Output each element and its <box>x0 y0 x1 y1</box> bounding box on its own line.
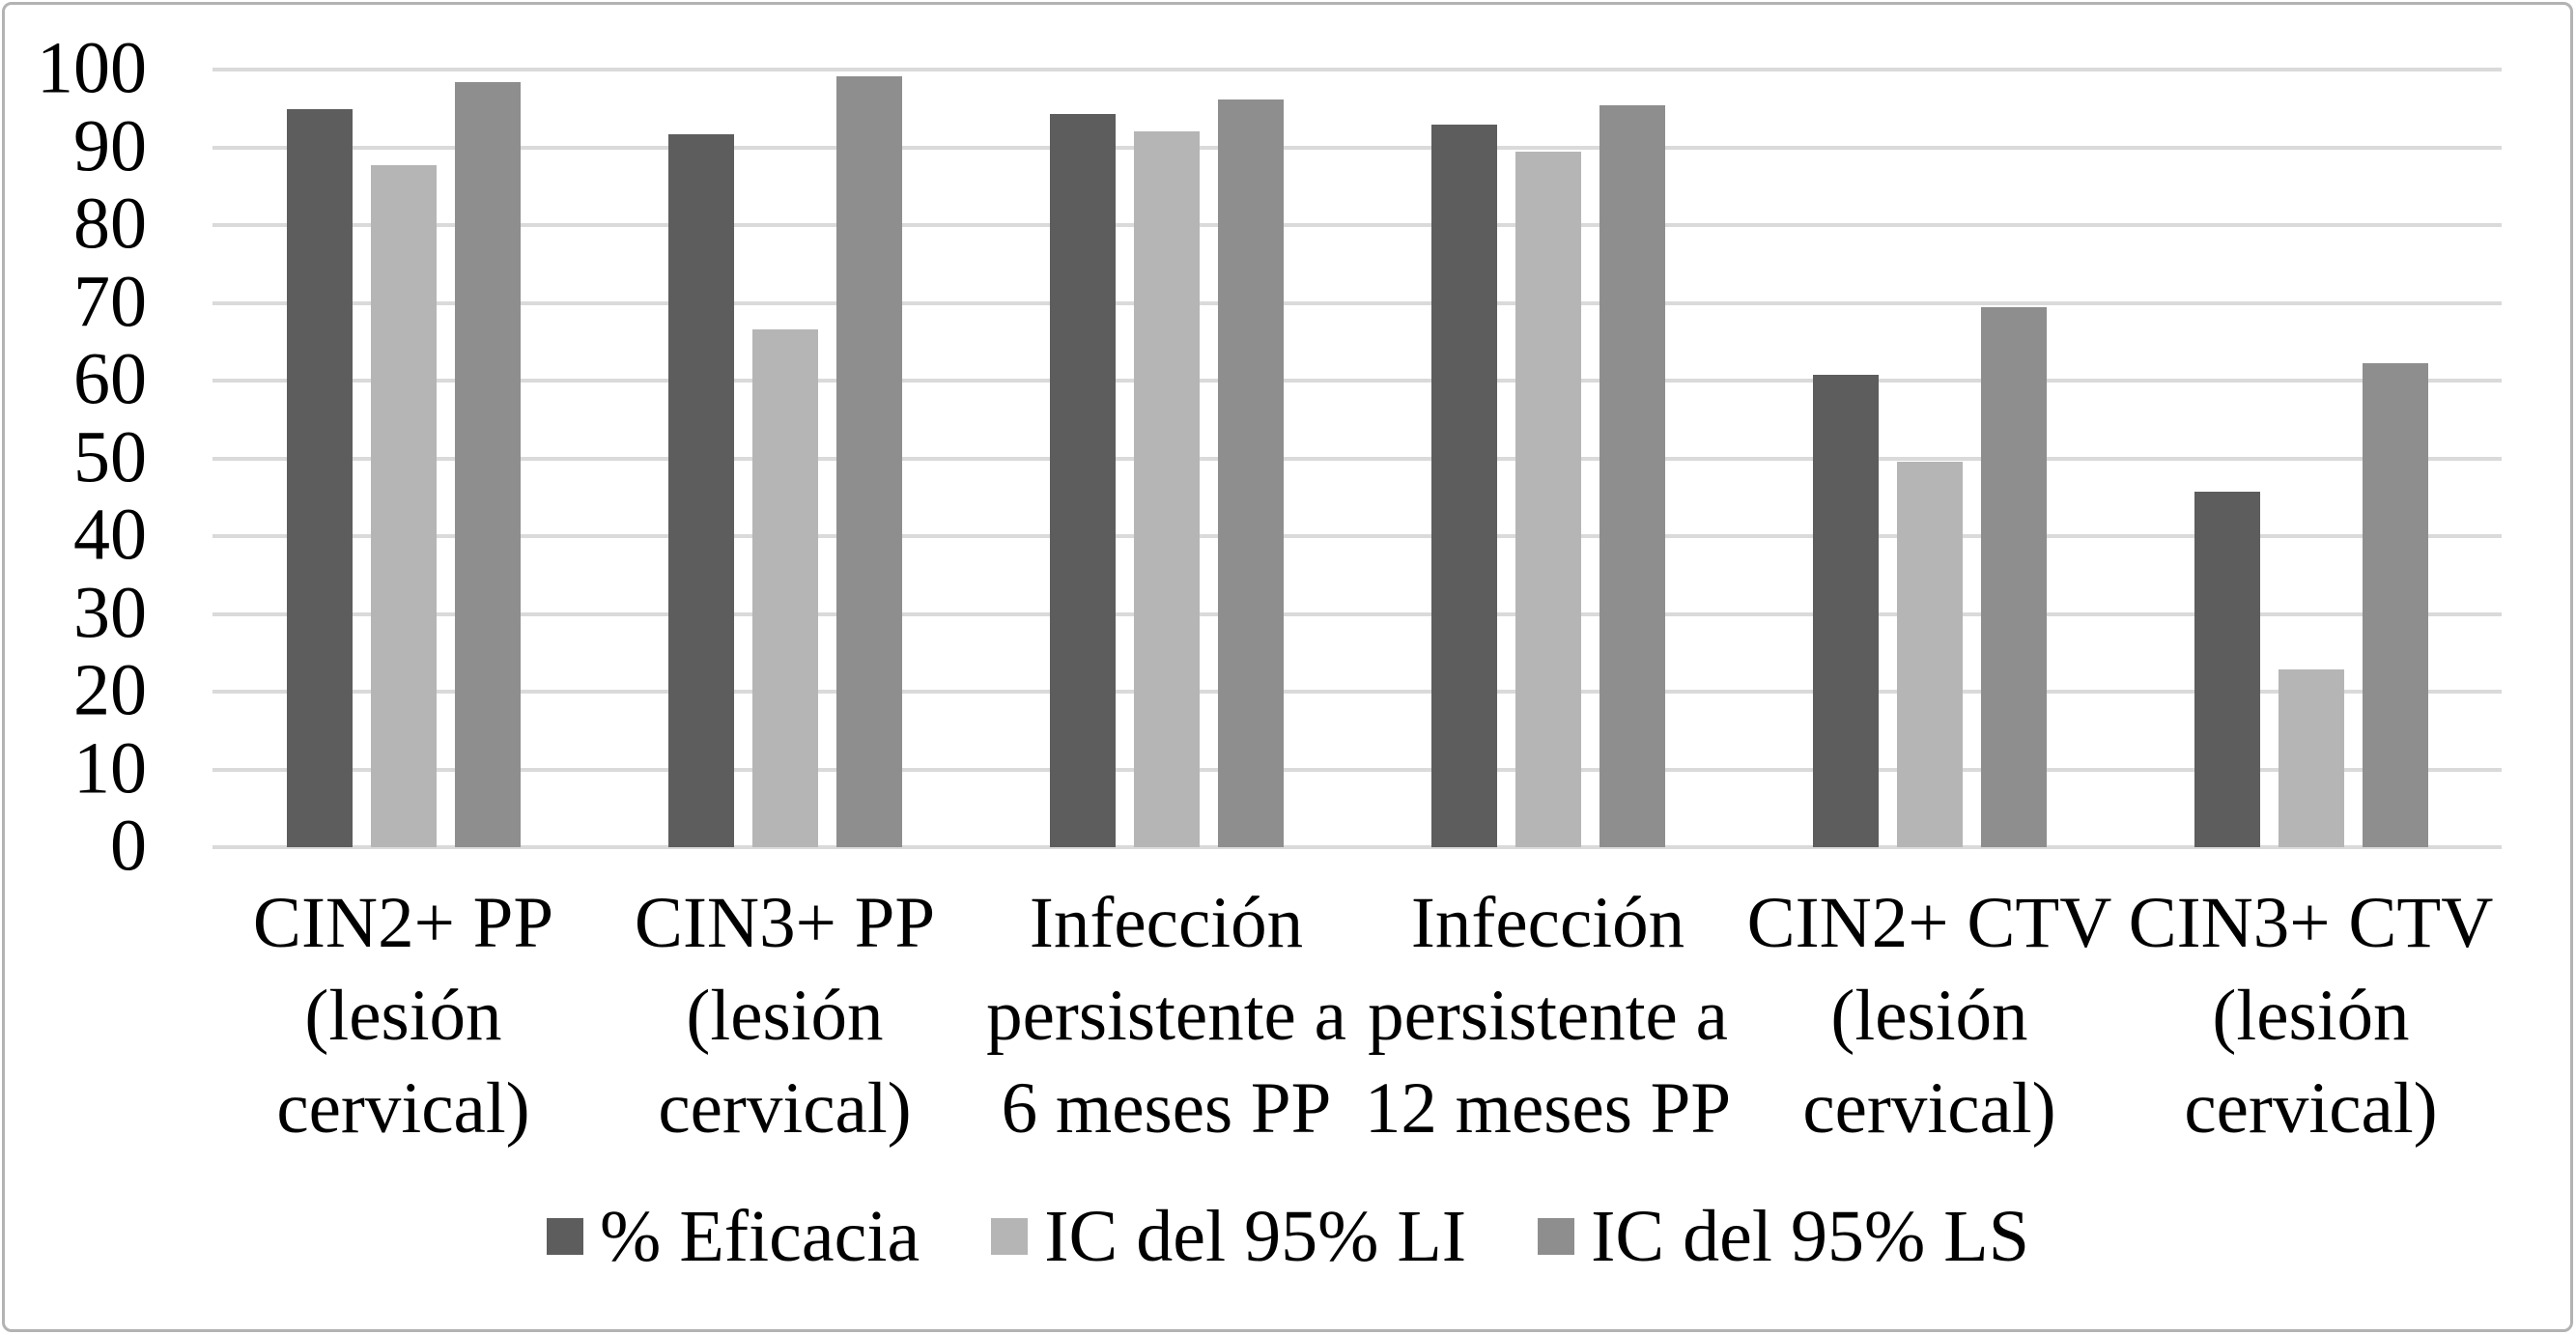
legend: % Eficacia IC del 95% LI IC del 95% LS <box>0 1180 2576 1292</box>
legend-label-3: IC del 95% LS <box>1591 1196 2029 1277</box>
legend-swatch-2 <box>991 1218 1029 1255</box>
bar-group-5 <box>1739 70 2120 847</box>
gridline-y-20 <box>212 690 2502 694</box>
bar-series-2-group-2 <box>751 328 818 847</box>
gridline-y-30 <box>212 611 2502 616</box>
y-tick-label-20: 20 <box>73 649 147 731</box>
bar-series-3-group-6 <box>2362 363 2428 847</box>
y-tick-label-30: 30 <box>73 571 147 653</box>
category-label-4: Infección persistente a 12 meses PP <box>1364 883 1732 1149</box>
y-tick-label-0: 0 <box>110 805 147 887</box>
bar-series-1-group-3 <box>1049 113 1116 847</box>
bar-group-1 <box>212 70 594 847</box>
y-tick-label-10: 10 <box>73 726 147 809</box>
gridline-y-80 <box>212 223 2502 227</box>
bar-series-2-group-1 <box>370 165 437 847</box>
gridline-y-70 <box>212 300 2502 305</box>
category-label-2: CIN3+ PP (lesión cervical) <box>634 883 936 1149</box>
gridline-y-60 <box>212 379 2502 383</box>
category-label-3: Infección persistente a 6 meses PP <box>986 883 1346 1149</box>
bar-group-2 <box>594 70 976 847</box>
y-tick-label-70: 70 <box>73 260 147 342</box>
bar-series-2-group-4 <box>1514 152 1581 847</box>
gridline-y-10 <box>212 767 2502 772</box>
plot-area <box>212 68 2502 849</box>
bar-series-3-group-5 <box>1980 306 2047 847</box>
bar-series-1-group-5 <box>1812 375 1879 847</box>
legend-item-2: IC del 95% LI <box>991 1198 1466 1275</box>
y-tick-label-60: 60 <box>73 338 147 420</box>
legend-item-1: % Eficacia <box>547 1198 920 1275</box>
gridline-y-90 <box>212 145 2502 150</box>
bar-group-3 <box>976 70 1357 847</box>
bar-series-1-group-4 <box>1430 125 1497 847</box>
y-tick-label-90: 90 <box>73 104 147 186</box>
bar-series-3-group-2 <box>835 76 902 847</box>
category-label-6: CIN3+ CTV (lesión cervical) <box>2128 883 2494 1149</box>
legend-swatch-1 <box>547 1218 584 1255</box>
legend-label-2: IC del 95% LI <box>1044 1196 1467 1277</box>
gridline-y-40 <box>212 534 2502 538</box>
bar-series-1-group-6 <box>2194 492 2260 847</box>
bar-group-6 <box>2120 70 2502 847</box>
bar-series-1-group-2 <box>667 133 734 847</box>
y-tick-label-80: 80 <box>73 183 147 265</box>
bar-series-1-group-1 <box>286 109 353 847</box>
bar-series-2-group-3 <box>1133 131 1200 847</box>
bar-series-3-group-4 <box>1599 105 1665 847</box>
category-label-1: CIN2+ PP (lesión cervical) <box>252 883 554 1149</box>
bar-series-3-group-1 <box>454 81 521 847</box>
legend-swatch-3 <box>1538 1218 1575 1255</box>
bar-series-2-group-6 <box>2278 668 2344 847</box>
legend-label-1: % Eficacia <box>600 1196 920 1277</box>
bar-series-2-group-5 <box>1896 461 1963 847</box>
y-tick-label-40: 40 <box>73 494 147 576</box>
x-axis: CIN2+ PP (lesión cervical) CIN3+ PP (lesi… <box>212 877 2502 1155</box>
gridline-y-50 <box>212 456 2502 461</box>
legend-item-3: IC del 95% LS <box>1538 1198 2029 1275</box>
bar-series-3-group-3 <box>1217 99 1284 847</box>
y-tick-label-50: 50 <box>73 415 147 497</box>
gridline-y-100 <box>212 68 2502 71</box>
y-tick-label-100: 100 <box>37 27 147 109</box>
gridline-y-0 <box>212 845 2502 849</box>
bar-group-4 <box>1357 70 1739 847</box>
category-label-5: CIN2+ CTV (lesión cervical) <box>1746 883 2112 1149</box>
